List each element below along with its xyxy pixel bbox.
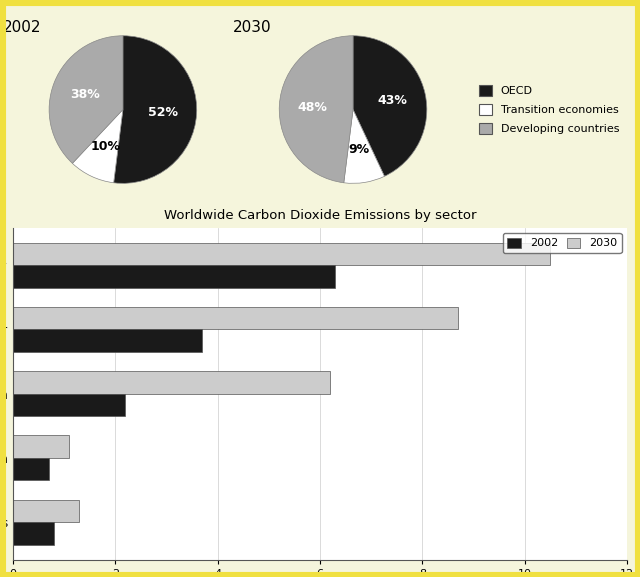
Wedge shape (344, 110, 385, 183)
Bar (13, 458, 49, 481)
Text: 9%: 9% (349, 143, 370, 156)
Bar (13, 371, 330, 394)
Bar (13, 394, 125, 416)
Wedge shape (279, 36, 353, 183)
Text: 48%: 48% (298, 100, 328, 114)
Wedge shape (114, 36, 196, 183)
Wedge shape (353, 36, 427, 177)
Text: 2030: 2030 (233, 20, 272, 35)
Wedge shape (72, 110, 123, 183)
Wedge shape (49, 36, 123, 163)
Bar (13, 500, 79, 522)
Legend: OECD, Transition economies, Developing countries: OECD, Transition economies, Developing c… (479, 85, 620, 134)
Bar (13, 307, 458, 329)
Bar (13, 436, 69, 458)
Title: Worldwide Carbon Dioxide Emissions by sector: Worldwide Carbon Dioxide Emissions by se… (164, 209, 476, 222)
Legend: 2002, 2030: 2002, 2030 (503, 233, 621, 253)
Text: 2002: 2002 (3, 20, 42, 35)
Text: 43%: 43% (378, 94, 408, 107)
Bar (13, 265, 335, 288)
Text: 38%: 38% (70, 88, 100, 101)
Text: 10%: 10% (91, 140, 120, 153)
Bar (13, 329, 202, 352)
Text: 52%: 52% (148, 106, 179, 119)
Bar (13, 522, 54, 545)
Bar (13, 243, 550, 265)
